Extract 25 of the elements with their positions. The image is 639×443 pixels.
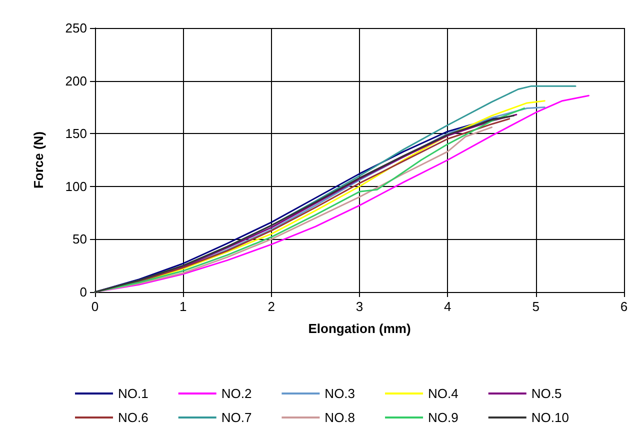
x-tick-label: 4	[444, 299, 452, 314]
x-tick-label: 1	[180, 299, 187, 314]
legend-label: NO.5	[531, 386, 562, 401]
legend-label: NO.3	[324, 386, 356, 401]
x-axis-title: Elongation (mm)	[308, 321, 411, 336]
y-tick-label: 100	[65, 178, 87, 194]
legend-label: NO.4	[428, 386, 458, 401]
y-tick-label: 0	[80, 284, 87, 300]
y-tick-label: 150	[65, 126, 87, 142]
x-tick-label: 6	[620, 299, 628, 314]
legend-label: NO.10	[531, 410, 569, 425]
legend-label: NO.9	[428, 410, 458, 425]
x-tick-label: 5	[532, 299, 540, 314]
legend-label: NO.6	[118, 410, 148, 425]
x-tick-label: 0	[91, 299, 99, 314]
legend-label: NO.1	[118, 386, 148, 401]
y-tick-label: 200	[65, 73, 87, 88]
y-tick-label: 50	[72, 232, 87, 247]
legend-label: NO.8	[324, 410, 356, 425]
legend-label: NO.7	[221, 410, 252, 425]
y-tick-label: 250	[65, 20, 87, 36]
x-tick-label: 3	[356, 299, 364, 314]
y-axis-title: Force (N)	[31, 131, 46, 189]
legend-label: NO.2	[221, 386, 252, 401]
x-tick-label: 2	[268, 299, 275, 314]
